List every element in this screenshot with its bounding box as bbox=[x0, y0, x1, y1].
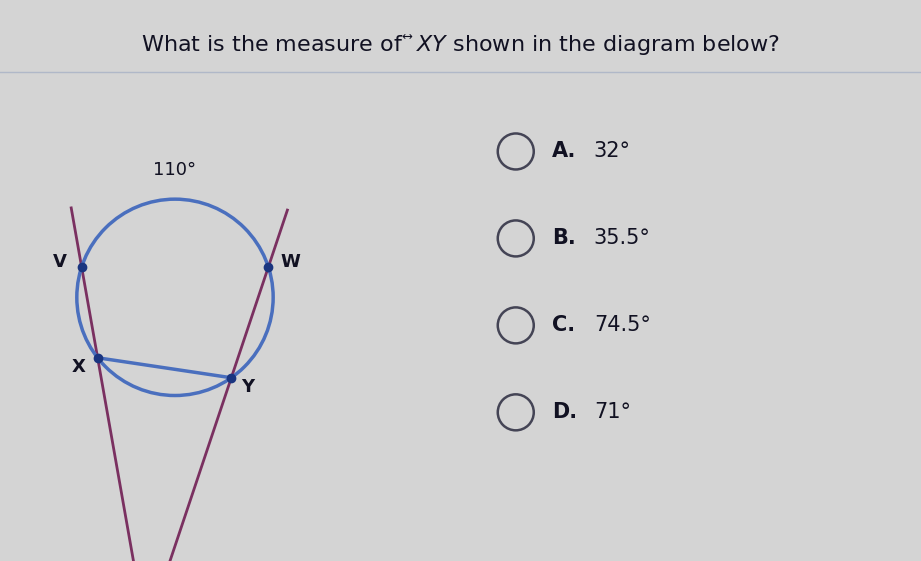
Text: W: W bbox=[280, 253, 300, 271]
Text: 35.5°: 35.5° bbox=[594, 228, 650, 249]
Text: C.: C. bbox=[552, 315, 575, 335]
Text: D.: D. bbox=[552, 402, 577, 422]
Text: X: X bbox=[72, 358, 86, 376]
Text: 71°: 71° bbox=[594, 402, 631, 422]
Text: Y: Y bbox=[241, 378, 254, 396]
Text: A.: A. bbox=[552, 141, 577, 162]
Text: 32°: 32° bbox=[594, 141, 631, 162]
Text: 74.5°: 74.5° bbox=[594, 315, 650, 335]
Text: B.: B. bbox=[552, 228, 576, 249]
Text: What is the measure of $\overleftrightarrow{XY}$ shown in the diagram below?: What is the measure of $\overleftrightar… bbox=[141, 32, 780, 57]
Text: 110°: 110° bbox=[154, 161, 196, 179]
Text: V: V bbox=[52, 253, 66, 271]
